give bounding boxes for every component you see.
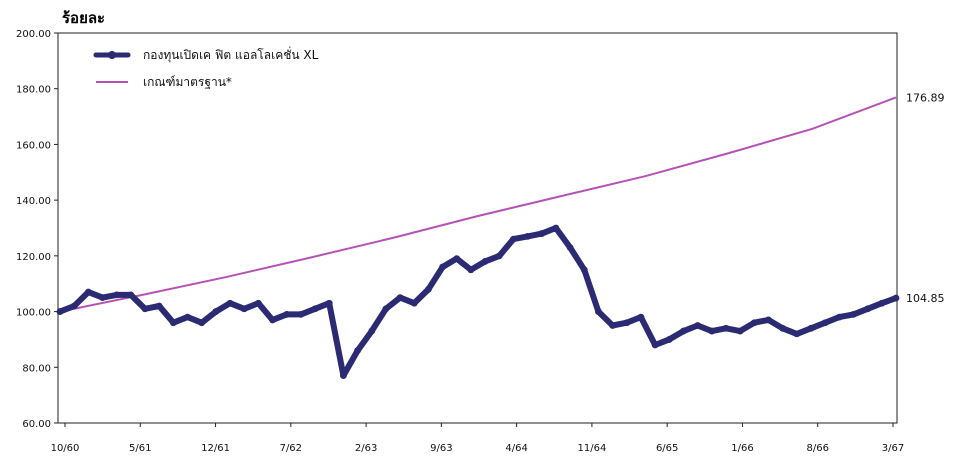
x-tick-label: 1/66 (731, 443, 753, 454)
y-tick-label: 60.00 (22, 419, 51, 430)
fund-data-point (623, 319, 631, 327)
fund-data-point (878, 299, 886, 307)
fund-data-point (439, 263, 446, 271)
fund-data-point (184, 313, 191, 321)
y-tick-label: 200.00 (16, 29, 51, 40)
fund-data-point (198, 319, 206, 327)
fund-data-point (70, 302, 78, 310)
fund-data-point (425, 285, 432, 293)
fund-data-point (113, 291, 121, 299)
fund-data-point (510, 235, 517, 243)
y-tick-label: 80.00 (22, 363, 51, 374)
y-tick-label: 160.00 (16, 140, 51, 151)
fund-data-point (240, 305, 248, 313)
fund-data-point (226, 299, 234, 307)
fund-data-point (722, 324, 730, 332)
fund-data-point (212, 308, 220, 315)
fund-data-point (595, 308, 602, 315)
series-line-benchmark (59, 96, 897, 313)
y-axis-title: ร้อยละ (62, 9, 106, 27)
x-tick-label: 12/61 (201, 443, 230, 454)
fund-data-point (127, 291, 135, 299)
fund-data-point (765, 316, 772, 324)
plot-frame (57, 32, 898, 424)
fund-data-point (141, 305, 149, 313)
fund-data-point (339, 372, 347, 380)
fund-data-point (850, 310, 857, 318)
x-tick-label: 2/63 (355, 443, 377, 454)
legend-marker-fund (108, 51, 116, 59)
fund-data-point (637, 313, 645, 321)
fund-data-point (665, 336, 673, 343)
fund-data-point (750, 319, 758, 327)
fund-data-point (552, 224, 560, 232)
fund-data-point (779, 324, 787, 332)
x-ticks: 10/60 5/61 12/61 7/62 2/63 9/63 4/64 11/64 6/65 1… (51, 423, 904, 454)
x-tick-label: 9/63 (430, 443, 452, 454)
fund-data-point (736, 327, 744, 335)
fund-data-point (396, 294, 404, 302)
y-tick-label: 140.00 (16, 196, 51, 207)
fund-data-point (169, 319, 177, 327)
fund-data-point (467, 266, 475, 274)
fund-data-point (807, 324, 815, 332)
end-labels: 104.85 176.89 (906, 91, 945, 305)
fund-data-point (354, 347, 361, 354)
fund-data-point (382, 305, 390, 313)
benchmark-end-label: 176.89 (906, 91, 945, 104)
y-tick-label: 120.00 (16, 252, 51, 263)
legend: กองทุนเปิดเค ฟิต แอลโลเคชั่น XL เกณฑ์มาตร… (93, 46, 319, 89)
x-tick-label: 5/61 (129, 443, 151, 454)
legend-label-benchmark: เกณฑ์มาตรฐาน* (143, 75, 232, 89)
fund-data-point (793, 330, 801, 338)
fund-data-point (481, 258, 489, 265)
fund-data-point (892, 294, 900, 302)
fund-data-point (311, 305, 319, 313)
fund-data-point (864, 305, 872, 313)
fund-data-point (254, 299, 262, 307)
fund-data-point (297, 310, 305, 318)
fund-end-label: 104.85 (906, 292, 945, 305)
fund-data-point (99, 294, 106, 302)
fund-data-point (325, 299, 333, 307)
fund-data-point (680, 327, 687, 335)
fund-data-point (84, 288, 92, 296)
fund-data-point (495, 252, 503, 260)
axes (57, 32, 898, 424)
fund-data-point (410, 299, 418, 307)
fund-data-point (155, 302, 163, 310)
fund-data-point (524, 232, 531, 240)
x-tick-label: 6/65 (656, 443, 678, 454)
x-tick-label: 11/64 (577, 443, 606, 454)
fund-data-point (566, 244, 574, 251)
x-tick-label: 4/64 (505, 443, 527, 454)
fund-data-point (580, 266, 588, 274)
y-ticks: 60.00 80.00 100.00 120.00 140.00 160.00 180.00… (16, 29, 58, 430)
fund-data-point (269, 316, 276, 324)
fund-data-point (694, 322, 702, 329)
fund-data-point (283, 310, 291, 318)
legend-label-fund: กองทุนเปิดเค ฟิต แอลโลเคชั่น XL (143, 46, 319, 63)
x-tick-label: 10/60 (51, 443, 80, 454)
series-layer (56, 96, 900, 380)
fund-data-point (56, 308, 64, 315)
x-tick-label: 8/66 (806, 443, 828, 454)
fund-data-point (538, 230, 546, 237)
x-tick-label: 7/62 (280, 443, 302, 454)
fund-data-point (368, 327, 376, 335)
fund-data-point (835, 313, 843, 321)
y-tick-label: 180.00 (16, 85, 51, 96)
fund-data-point (609, 322, 617, 329)
x-tick-label: 3/67 (882, 443, 904, 454)
fund-data-point (708, 327, 716, 335)
y-tick-label: 100.00 (16, 308, 51, 319)
fund-data-point (651, 341, 659, 349)
series-line-fund (57, 225, 899, 379)
fund-data-point (821, 319, 829, 327)
fund-data-point (453, 255, 461, 263)
